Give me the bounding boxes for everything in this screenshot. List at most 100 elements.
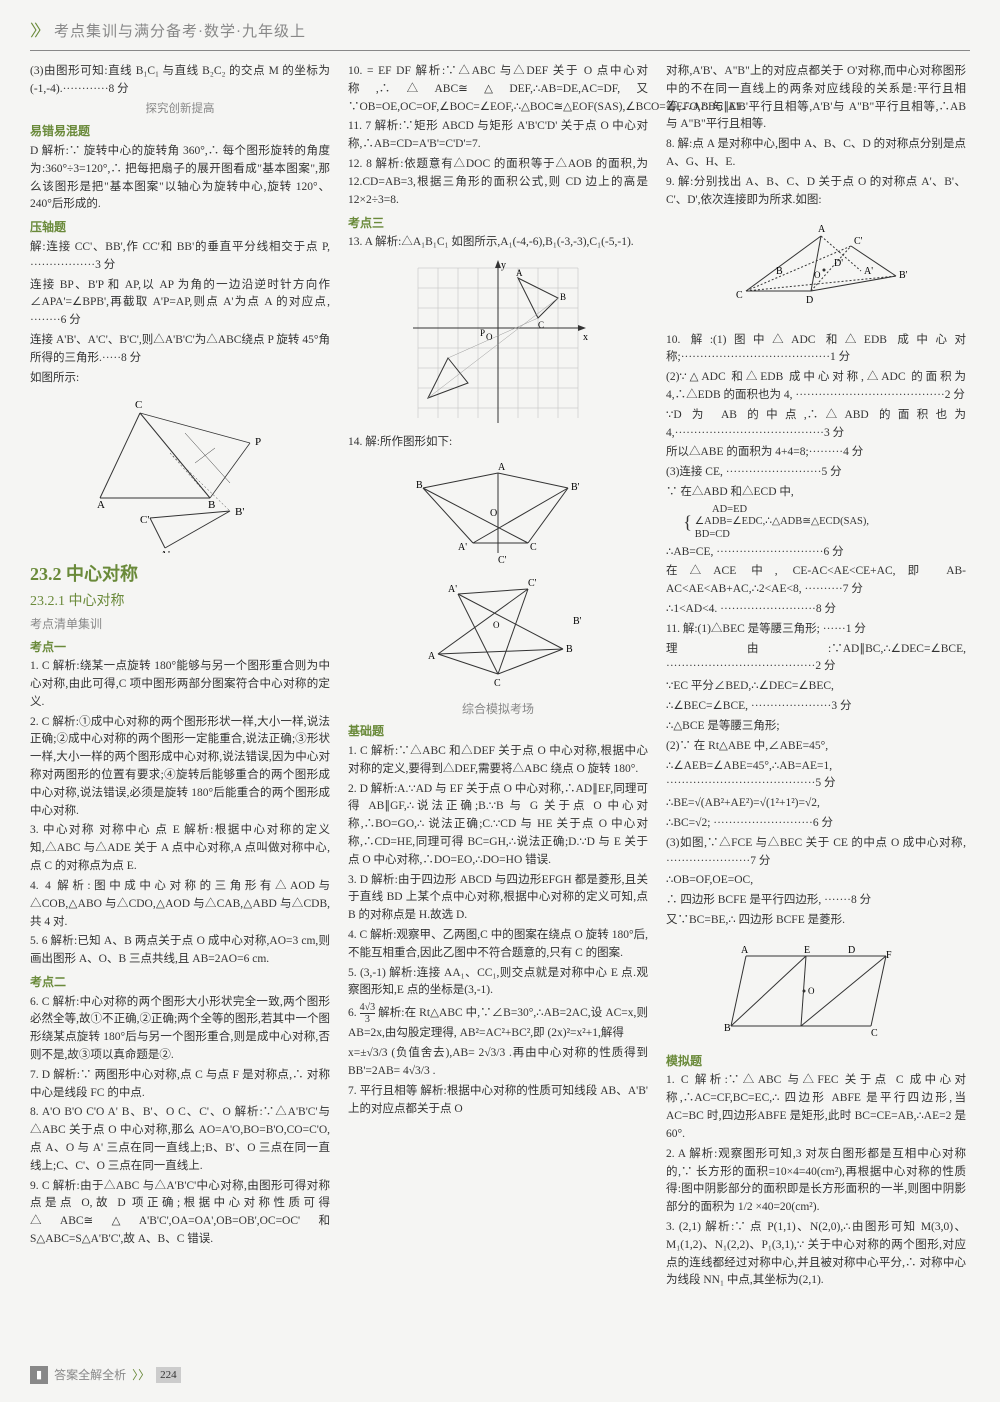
c1-q8: 8. A'O B'O C'O A' B、B'、O C、C'、O 解析:∵△A'B… <box>30 1104 330 1175</box>
c1-p2: D 解析:∵ 旋转中心的旋转角 360°,∴ 每个图形旋转的角度为:360°÷3… <box>30 143 330 214</box>
c1-p6: 如图所示: <box>30 370 330 388</box>
c1-p5: 连接 A'B'、A'C'、B'C',则△A'B'C'为△ABC绕点 P 旋转 4… <box>30 332 330 368</box>
kd1: 考点一 <box>30 638 330 657</box>
c2-q11: 11. 7 解析:∵矩形 ABCD 与矩形 A'B'C'D' 关于点 O 中心对… <box>348 118 648 154</box>
b6d: 4√3/3 <box>403 1065 430 1077</box>
c3-10b: (2)∵△ADC 和△EDB 成中心对称,△ADC 的面积为 4,∴△EDB 的… <box>666 369 966 405</box>
c3-11: 11. 解:(1)△BEC 是等腰三角形; ······1 分 <box>666 621 966 639</box>
footer-bar: ▮ <box>30 1366 48 1385</box>
c3-10k: 在△ACE 中, CE-AC<AE<CE+AC,即 AB-AC<AE<AB+AC… <box>666 563 966 599</box>
c2-q13: 13. A 解析:△A₁B₁C₁ 如图所示,A₁(-4,-6),B₁(-3,-3… <box>348 234 648 252</box>
c3-11l: 又∵BC=BE,∴ 四边形 BCFE 是菱形. <box>666 912 966 930</box>
comp: 综合模拟考场 <box>348 700 648 719</box>
c3-11g: ∴BE=√(AB²+AE²)=√(1²+1²)=√2, <box>666 795 966 813</box>
c1-q6: 6. C 解析:中心对称的两个图形大小形状完全一致,两个图形必然全等,故①不正确… <box>30 994 330 1065</box>
c3-11b: ∵EC 平分∠BED,∴∠DEC=∠BEC, <box>666 678 966 696</box>
svg-text:A: A <box>428 651 436 662</box>
diagram-symmetry: C D A C' D' B' A' O B <box>666 216 966 326</box>
c3-11a: 理由:∵AD∥BC,∴∠DEC=∠BCE, ··················… <box>666 641 966 677</box>
footer-arrow: 〉〉 <box>132 1366 150 1384</box>
c3-10d: 所以△ABE 的面积为 4+4=8;·········4 分 <box>666 444 966 462</box>
c3-11k: ∴ 四边形 BCFE 是平行四边形, ·······8 分 <box>666 892 966 910</box>
svg-text:C: C <box>494 678 501 689</box>
svg-text:P: P <box>255 436 261 448</box>
c1-p3: 解:连接 CC'、BB',作 CC'和 BB'的垂直平分线相交于点 P, ···… <box>30 239 330 275</box>
svg-text:A: A <box>818 224 826 235</box>
svg-text:A: A <box>498 462 506 473</box>
c1-q3: 3. 中心对称 对称中心 点 E 解析:根据中心对称的定义知,△ABC 与△AD… <box>30 822 330 875</box>
c2-b7: 7. 平行且相等 解析:根据中心对称的性质可知线段 AB、A'B' 上的对应点都… <box>348 1083 648 1119</box>
svg-text:O: O <box>814 270 821 280</box>
c2-q14: 14. 解:所作图形如下: <box>348 434 648 452</box>
page-header: 〉〉 考点集训与满分备考·数学·九年级上 <box>30 20 970 51</box>
svg-text:A': A' <box>448 584 457 595</box>
c2-b6: 6. 4√3 3 解析:在 Rt△ABC 中,∵∠B=30°,∴AB=2AC,设… <box>348 1002 648 1043</box>
column-1: (3)由图形可知:直线 B₁C₁ 与直线 B₂C₂ 的交点 M 的坐标为(-1,… <box>30 63 330 1292</box>
svg-text:B': B' <box>573 616 582 627</box>
svg-text:A': A' <box>864 266 873 277</box>
c2-b6x: x=±√3/3 (负值舍去),AB= 2√3/3 .再由中心对称的性质得到 BB… <box>348 1045 648 1081</box>
svg-text:A: A <box>97 499 105 511</box>
diagram-star1: B A B' A' C C' O <box>348 458 648 568</box>
c3-11f: ∴∠AEB=∠ABE=45°,∴AB=AE=1, ···············… <box>666 758 966 794</box>
b6-text: 解析:在 Rt△ABC 中,∵∠B=30°,∴AB=2AC,设 AC=x,则 A… <box>348 1007 648 1039</box>
m2b: ×40=20(cm²). <box>755 1201 819 1213</box>
c1-q4: 4. 4 解析:图中成中心对称的三角形有△AOD与△COB,△ABO 与△CDO… <box>30 878 330 931</box>
svg-text:C: C <box>736 290 743 301</box>
sec-sub: 考点清单集训 <box>30 615 330 634</box>
b6-num: 4√3 <box>360 1002 376 1014</box>
c2-b2: 2. D 解析:A.∵AD 与 EF 关于点 O 中心对称,∴AD∥EF,同理可… <box>348 781 648 870</box>
sec-2321: 23.2.1 中心对称 <box>30 591 330 613</box>
svg-text:D: D <box>806 295 813 306</box>
m2a: 1/2 <box>738 1201 753 1213</box>
basic: 基础题 <box>348 722 648 741</box>
diagram-star2: A C B A' C' O B' <box>348 574 648 694</box>
svg-text:C: C <box>538 320 544 330</box>
c1-q1: 1. C 解析:绕某一点旋转 180°能够与另一个图形重合则为中心对称,由此可得… <box>30 658 330 711</box>
svg-text:B': B' <box>235 506 244 518</box>
mock: 模拟题 <box>666 1052 966 1071</box>
c2-q12: 12. 8 解析:依题意有△DOC 的面积等于△AOB 的面积,为 12.CD=… <box>348 156 648 209</box>
c3-10l: ∴1<AD<4. ·························8 分 <box>666 601 966 619</box>
c1-q7: 7. D 解析:∵ 两图形中心对称,点 C 与点 F 是对称点,∴ 对称中心是线… <box>30 1067 330 1103</box>
c1-p1: (3)由图形可知:直线 B₁C₁ 与直线 B₂C₂ 的交点 M 的坐标为(-1,… <box>30 63 330 99</box>
svg-text:B: B <box>208 499 215 511</box>
svg-text:A': A' <box>458 542 467 553</box>
svg-text:O: O <box>808 986 815 996</box>
c2-q10: 10. = EF DF 解析:∵△ABC 与△DEF 关于 O 点中心对称,∴△… <box>348 63 648 116</box>
c3-11j: ∴OB=OF,OE=OC, <box>666 872 966 890</box>
svg-text:C': C' <box>854 236 863 247</box>
svg-text:B: B <box>560 292 566 302</box>
svg-text:C: C <box>871 1028 878 1039</box>
c3-10c: ∵D 为 AB 的中点,∴△ABD 的面积也为 4,··············… <box>666 407 966 443</box>
c2-b4: 4. C 解析:观察甲、乙两图,C 中的图案在绕点 O 旋转 180°后,不能互… <box>348 927 648 963</box>
svg-text:O: O <box>490 508 497 519</box>
c1-p4: 连接 BP、B'P 和 AP,以 AP 为角的一边沿逆时针方向作∠APA'=∠B… <box>30 277 330 330</box>
c1-mix-title: 易错易混题 <box>30 122 330 141</box>
c3-10: 10. 解:(1)图中△ADC 和△EDB 成中心对称;············… <box>666 332 966 368</box>
svg-text:C': C' <box>528 578 537 589</box>
content-columns: (3)由图形可知:直线 B₁C₁ 与直线 B₂C₂ 的交点 M 的坐标为(-1,… <box>30 63 970 1292</box>
c3-11d: ∴△BCE 是等腰三角形; <box>666 718 966 736</box>
c1-q9: 9. C 解析:由于△ABC 与△A'B'C'中心对称,由图形可得对称点是点 O… <box>30 1178 330 1249</box>
b6a: (负值舍去),AB= <box>391 1047 474 1059</box>
c1-q5: 5. 6 解析:已知 A、B 两点关于点 O 成中心对称,AO=3 cm,则画出… <box>30 933 330 969</box>
sec-232: 23.2 中心对称 <box>30 561 330 589</box>
svg-text:F: F <box>886 950 892 961</box>
svg-text:E: E <box>804 945 810 956</box>
c10g: AD=ED <box>712 504 747 515</box>
c3-m2: 2. A 解析:观察图形可知,3 对灰白图形都是互相中心对称的,∵ 长方形的面积… <box>666 1146 966 1217</box>
c3-8: 8. 解:点 A 是对称中心,图中 A、B、C、D 的对称点分别是点 A、G、H… <box>666 136 966 172</box>
c1-p1a: 探究创新提高 <box>30 101 330 119</box>
svg-text:O: O <box>486 332 493 342</box>
page-footer: ▮ 答案全解全析 〉〉 224 <box>30 1366 181 1385</box>
c2-b3: 3. D 解析:由于四边形 ABCD 与四边形EFGH 都是菱形,且关于直线 B… <box>348 872 648 925</box>
kd3: 考点三 <box>348 214 648 233</box>
b6e: . <box>433 1065 436 1077</box>
svg-text:B': B' <box>899 270 908 281</box>
c3-9: 9. 解:分别找出 A、B、C、D 关于点 O 的对称点 A'、B'、C'、D'… <box>666 174 966 210</box>
svg-text:D': D' <box>834 258 843 269</box>
svg-text:C': C' <box>498 555 507 566</box>
svg-text:C: C <box>135 399 142 411</box>
c3-10j: ∴AB=CE, ····························6 分 <box>666 544 966 562</box>
